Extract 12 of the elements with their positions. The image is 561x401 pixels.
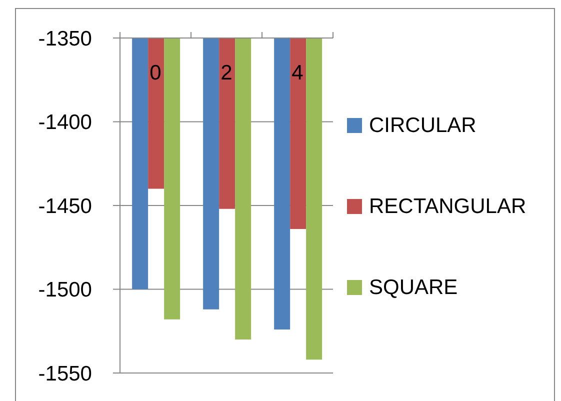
legend-label: RECTANGULAR — [369, 194, 526, 218]
y-tick-label: -1500 — [38, 278, 92, 302]
x-tick-label: 2 — [220, 62, 232, 84]
y-tick-label: -1400 — [38, 111, 92, 134]
y-tick-label: -1550 — [38, 362, 92, 386]
x-tick-label: 4 — [292, 62, 304, 84]
chart-frame: CIRCULAR RECTANGULAR SQUARE 0 2 4 -1550 -1500 -1450 -1400 -1350 — [15, 8, 555, 401]
legend-label: SQUARE — [369, 276, 458, 300]
y-tick-label: -1450 — [38, 194, 92, 218]
legend-label: CIRCULAR — [369, 114, 476, 138]
y-tick-label: -1350 — [38, 27, 92, 50]
x-tick-label: 0 — [150, 62, 162, 84]
